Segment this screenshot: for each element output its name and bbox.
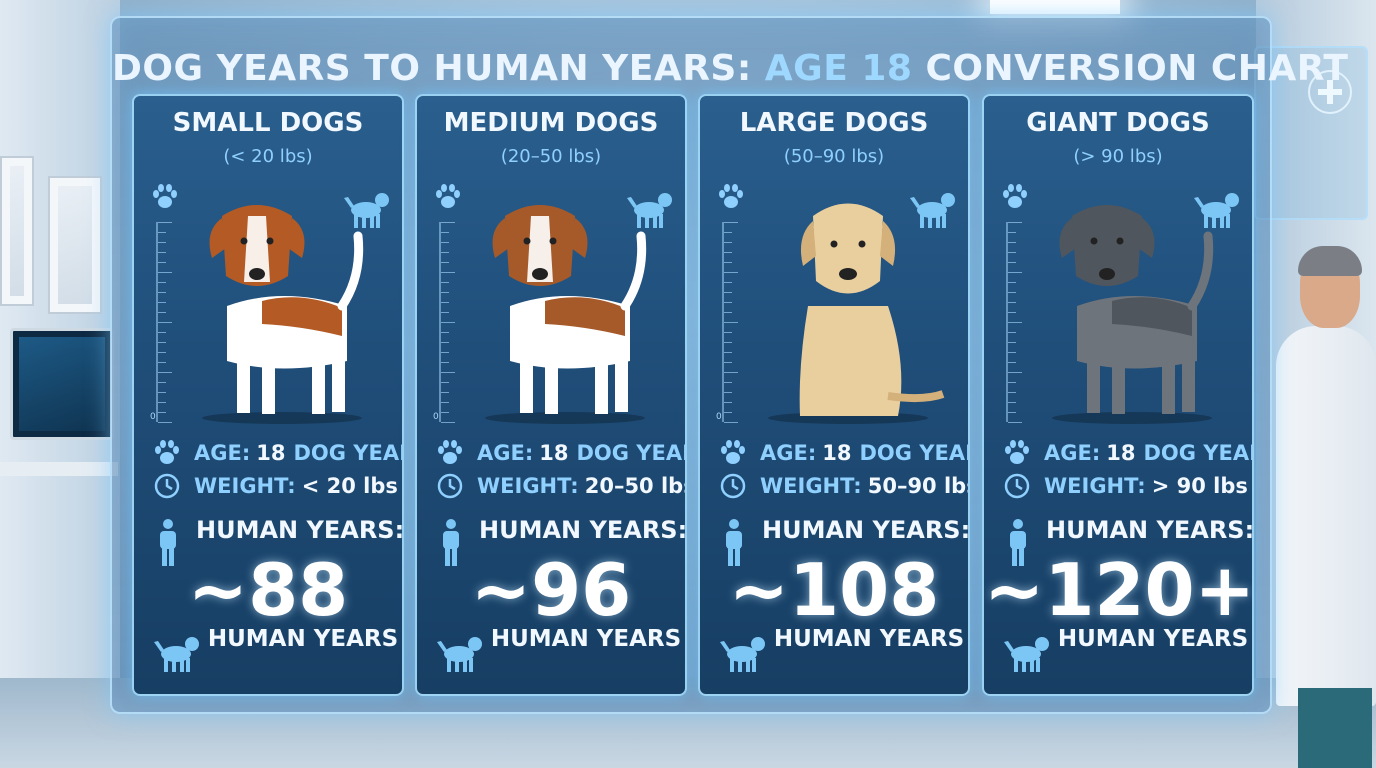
human-years-label: HUMAN YEARS: <box>762 516 970 544</box>
dog-silhouette-icon <box>435 626 487 676</box>
age-unit: DOG YEARS <box>1143 441 1252 465</box>
weight-row: WEIGHT: < 20 lbs <box>152 471 398 501</box>
giant-dog-icon <box>1192 182 1239 228</box>
human-years-value: ~120+ <box>984 548 1254 632</box>
human-years-unit: HUMAN YEARS <box>1057 626 1249 652</box>
paw-icon <box>433 182 463 212</box>
age-label: AGE: <box>477 441 534 465</box>
age-unit: DOG YEARS <box>859 441 968 465</box>
dog-silhouette-icon <box>152 626 204 676</box>
human-years-value: ~96 <box>470 548 632 632</box>
weight-row: WEIGHT: 50–90 lbs <box>718 471 970 501</box>
dog-silhouette-icon <box>718 626 770 676</box>
weight-value: < 20 lbs <box>301 474 398 498</box>
age-row: AGE: 18 DOG YEARS <box>718 438 968 468</box>
wall-poster <box>48 176 102 314</box>
age-value: 18 <box>256 441 286 465</box>
human-years-label: HUMAN YEARS: <box>1046 516 1254 544</box>
card-title: LARGE DOGS <box>739 108 929 138</box>
ceiling-light <box>990 0 1120 14</box>
dog-size-card: LARGE DOGS (50–90 lbs) 0 AGE: 18 DOG YEA… <box>698 94 970 696</box>
veterinarian <box>1262 246 1376 768</box>
medical-cross-hologram <box>1254 46 1368 220</box>
human-years-unit: HUMAN YEARS <box>490 626 682 652</box>
clock-icon <box>718 471 748 501</box>
desk-monitor <box>10 328 114 440</box>
human-years-label: HUMAN YEARS: <box>196 516 404 544</box>
age-row: AGE: 18 DOG YEARS <box>1002 438 1252 468</box>
scale-zero-label: 0 <box>150 412 156 422</box>
height-scale <box>439 222 461 423</box>
height-scale <box>1006 222 1028 423</box>
scale-zero-label: 0 <box>433 412 439 422</box>
dog-illustration <box>1032 196 1232 426</box>
scale-zero-label: 0 <box>716 412 722 422</box>
weight-range: (20–50 lbs) <box>500 146 602 167</box>
human-years-value: ~88 <box>187 548 349 632</box>
age-row: AGE: 18 DOG YEARS <box>152 438 402 468</box>
person-icon <box>1006 518 1030 568</box>
medium-dog-icon <box>625 182 672 228</box>
paw-icon <box>1002 438 1032 468</box>
title-part-1: Dog Years to Human Years: <box>112 48 765 89</box>
weight-value: 50–90 lbs <box>867 474 970 498</box>
card-title: MEDIUM DOGS <box>443 108 659 138</box>
dog-size-card: MEDIUM DOGS (20–50 lbs) 0 AGE: 18 DOG YE… <box>415 94 687 696</box>
human-years-unit: HUMAN YEARS <box>773 626 965 652</box>
human-years-unit: HUMAN YEARS <box>207 626 399 652</box>
paw-icon <box>435 438 465 468</box>
dog-illustration <box>182 196 382 426</box>
age-unit: DOG YEARS <box>576 441 685 465</box>
age-unit: DOG YEARS <box>293 441 402 465</box>
height-scale <box>722 222 744 423</box>
weight-label: WEIGHT: <box>194 474 296 498</box>
age-row: AGE: 18 DOG YEARS <box>435 438 685 468</box>
paw-icon <box>718 438 748 468</box>
age-value: 18 <box>1106 441 1136 465</box>
paw-icon <box>150 182 180 212</box>
age-label: AGE: <box>194 441 251 465</box>
age-value: 18 <box>539 441 569 465</box>
clock-icon <box>1002 471 1032 501</box>
person-icon <box>439 518 463 568</box>
paw-icon <box>152 438 182 468</box>
paw-icon <box>716 182 746 212</box>
dog-size-card: SMALL DOGS (< 20 lbs) 0 AGE: 18 DOG YEAR… <box>132 94 404 696</box>
weight-range: (50–90 lbs) <box>783 146 885 167</box>
desk <box>0 462 118 476</box>
dog-illustration <box>465 196 665 426</box>
title-part-2: Age 18 <box>764 48 913 89</box>
age-label: AGE: <box>1044 441 1101 465</box>
weight-range: (> 90 lbs) <box>1073 146 1163 167</box>
age-value: 18 <box>822 441 852 465</box>
weight-row: WEIGHT: > 90 lbs <box>1002 471 1248 501</box>
clock-icon <box>152 471 182 501</box>
weight-range: (< 20 lbs) <box>223 146 313 167</box>
age-label: AGE: <box>760 441 817 465</box>
weight-label: WEIGHT: <box>1044 474 1146 498</box>
person-icon <box>156 518 180 568</box>
weight-value: 20–50 lbs <box>584 474 687 498</box>
weight-value: > 90 lbs <box>1151 474 1248 498</box>
card-title: SMALL DOGS <box>172 108 364 138</box>
title-part-3: Conversion Chart <box>912 48 1349 89</box>
dog-silhouette-icon <box>1002 626 1054 676</box>
page-title: Dog Years to Human Years: Age 18 Convers… <box>112 48 1348 89</box>
dog-size-card: GIANT DOGS (> 90 lbs) AGE: 18 DOG YEARS … <box>982 94 1254 696</box>
small-dog-icon <box>342 182 389 228</box>
weight-label: WEIGHT: <box>477 474 579 498</box>
weight-row: WEIGHT: 20–50 lbs <box>435 471 687 501</box>
height-scale <box>156 222 178 423</box>
dog-illustration <box>748 196 948 426</box>
card-title: GIANT DOGS <box>1026 108 1210 138</box>
wall-poster <box>0 156 34 306</box>
person-icon <box>722 518 746 568</box>
clock-icon <box>435 471 465 501</box>
weight-label: WEIGHT: <box>760 474 862 498</box>
human-years-value: ~108 <box>728 548 940 632</box>
human-years-label: HUMAN YEARS: <box>479 516 687 544</box>
large-dog-icon <box>908 182 955 228</box>
paw-icon <box>1000 182 1030 212</box>
